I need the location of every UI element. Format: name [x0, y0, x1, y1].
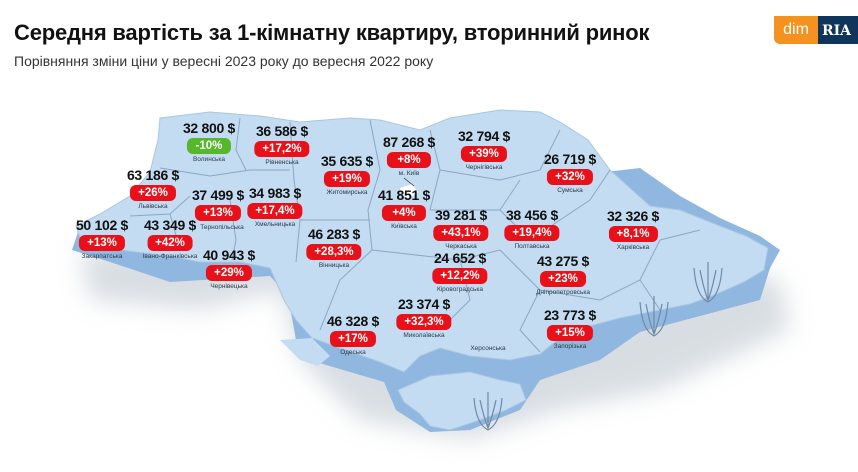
- region-odeska[interactable]: 46 328 $ +17% Одеська: [327, 313, 379, 358]
- change-badge: +4%: [381, 205, 426, 221]
- region-name: Івано-Франківська: [142, 253, 198, 260]
- price: 32 794 $: [457, 128, 511, 144]
- change-badge: +29%: [206, 265, 252, 281]
- region-chernihivska[interactable]: 32 794 $ +39% Чернігівська: [458, 128, 510, 173]
- region-name: Волинська: [192, 156, 226, 163]
- price: 23 374 $: [397, 296, 451, 312]
- change-badge: +19%: [324, 171, 370, 187]
- page-title: Середня вартість за 1-кімнатну квартиру,…: [14, 20, 650, 45]
- logo-ria: RIA: [818, 16, 858, 44]
- region-vinnytska[interactable]: 46 283 $ +28,3% Вінницька: [306, 226, 362, 271]
- region-chernivetska[interactable]: 40 943 $ +29% Чернівецька: [203, 247, 255, 292]
- region-name: Хмельницька: [254, 221, 296, 228]
- region-zaporizka[interactable]: 23 773 $ +15% Запорізька: [544, 307, 596, 352]
- price: 46 328 $: [326, 313, 380, 329]
- change-badge: -10%: [186, 138, 231, 154]
- price: 39 281 $: [434, 207, 488, 223]
- change-badge: +17%: [330, 331, 376, 347]
- region-name: Київська: [391, 223, 417, 230]
- region-dnipropetrovska[interactable]: 43 275 $ +23% Дніпропетровська: [536, 253, 590, 298]
- region-volynska[interactable]: 32 800 $ -10% Волинська: [183, 120, 235, 165]
- price: 43 275 $: [536, 253, 590, 269]
- region-name-ternopilska: Тернопільська: [200, 224, 244, 231]
- price: 46 283 $: [307, 226, 361, 242]
- region-sumska[interactable]: 26 719 $ +32% Сумська: [544, 151, 596, 196]
- region-poltavska[interactable]: 38 456 $ +19,4% Полтавська: [504, 207, 560, 252]
- trident-icons: [473, 262, 723, 431]
- change-badge: +28,3%: [306, 244, 362, 260]
- region-name: Рівненська: [265, 159, 299, 166]
- change-badge: +39%: [461, 146, 507, 162]
- region-name: м. Київ: [398, 170, 420, 177]
- change-badge: +32,3%: [396, 314, 452, 330]
- change-badge: +8,1%: [608, 226, 658, 242]
- price: 37 499 $: [191, 187, 245, 203]
- region-kharkivska[interactable]: 32 326 $ +8,1% Харківська: [607, 208, 659, 253]
- region-name: Полтавська: [514, 243, 550, 250]
- price: 50 102 $: [75, 217, 129, 233]
- change-badge: +12,2%: [432, 268, 488, 284]
- change-badge: +32%: [547, 169, 593, 185]
- crimea-region: [397, 371, 527, 431]
- region-name: Житомирська: [326, 189, 368, 196]
- region-name: Чернівецька: [210, 283, 248, 290]
- region-name: Харківська: [616, 244, 650, 251]
- change-badge: +42%: [147, 235, 193, 251]
- region-zakarpatska[interactable]: 50 102 $ +13% Закарпатська: [76, 217, 128, 262]
- price: 41 851 $: [377, 187, 431, 203]
- region-name: Закарпатська: [81, 253, 123, 260]
- region-name: Дніпропетровська: [536, 289, 590, 296]
- region-name: Миколаївська: [403, 332, 445, 339]
- region-lvivska[interactable]: 63 186 $ +26% Львівська: [127, 167, 179, 212]
- price: 24 652 $: [433, 250, 487, 266]
- region-name: Вінницька: [318, 262, 350, 269]
- region-ivano-frankivska[interactable]: 43 349 $ +42% Івано-Франківська: [143, 217, 198, 262]
- region-ternopilska[interactable]: 37 499 $ +13%: [192, 187, 244, 221]
- price: 36 586 $: [255, 123, 309, 139]
- price: 23 773 $: [543, 307, 597, 323]
- region-khmelnytska[interactable]: 34 983 $ +17,4% Хмельницька: [247, 185, 303, 230]
- region-rivnenska[interactable]: 36 586 $ +17,2% Рівненська: [254, 123, 310, 168]
- price: 43 349 $: [143, 217, 197, 233]
- region-name: Чернігівська: [465, 164, 503, 171]
- price: 35 635 $: [320, 153, 374, 169]
- price: 38 456 $: [505, 207, 559, 223]
- page-subtitle: Порівняння зміни ціни у вересні 2023 рок…: [14, 53, 434, 69]
- change-badge: +8%: [386, 152, 431, 168]
- price: 63 186 $: [126, 167, 180, 183]
- change-badge: +13%: [195, 205, 241, 221]
- change-badge: +23%: [540, 271, 586, 287]
- change-badge: +15%: [547, 325, 593, 341]
- change-badge: +19,4%: [504, 225, 560, 241]
- price: 87 268 $: [382, 134, 436, 150]
- region-cherkaska[interactable]: 39 281 $ +43,1% Черкаська: [433, 207, 489, 252]
- change-badge: +13%: [79, 235, 125, 251]
- logo-dim: dim: [774, 16, 818, 44]
- change-badge: +17,2%: [254, 141, 310, 157]
- region-kyiv-city[interactable]: 87 268 $ +8% м. Київ: [383, 134, 435, 179]
- price: 26 719 $: [543, 151, 597, 167]
- region-mykolaivska[interactable]: 23 374 $ +32,3% Миколаївська: [396, 296, 452, 341]
- region-kyivska[interactable]: 41 851 $ +4% Київська: [378, 187, 430, 232]
- region-zhytomyrska[interactable]: 35 635 $ +19% Житомирська: [321, 153, 373, 198]
- region-kirovohradska[interactable]: 24 652 $ +12,2% Кіровоградська: [432, 250, 488, 295]
- price: 32 800 $: [182, 120, 236, 136]
- region-name: Сумська: [557, 187, 583, 194]
- change-badge: +26%: [130, 185, 176, 201]
- price: 32 326 $: [606, 208, 660, 224]
- region-name: Одеська: [340, 349, 366, 356]
- region-name: Запорізька: [553, 343, 587, 350]
- kyiv-marker: [400, 184, 418, 198]
- region-name: Львівська: [138, 203, 168, 210]
- price: 34 983 $: [248, 185, 302, 201]
- region-name-khersonska: Херсонська: [470, 345, 506, 352]
- region-name: Черкаська: [445, 243, 477, 250]
- region-name: Кіровоградська: [436, 286, 484, 293]
- price: 40 943 $: [202, 247, 256, 263]
- change-badge: +17,4%: [247, 203, 303, 219]
- change-badge: +43,1%: [433, 225, 489, 241]
- dim-ria-logo[interactable]: dim RIA: [774, 16, 858, 44]
